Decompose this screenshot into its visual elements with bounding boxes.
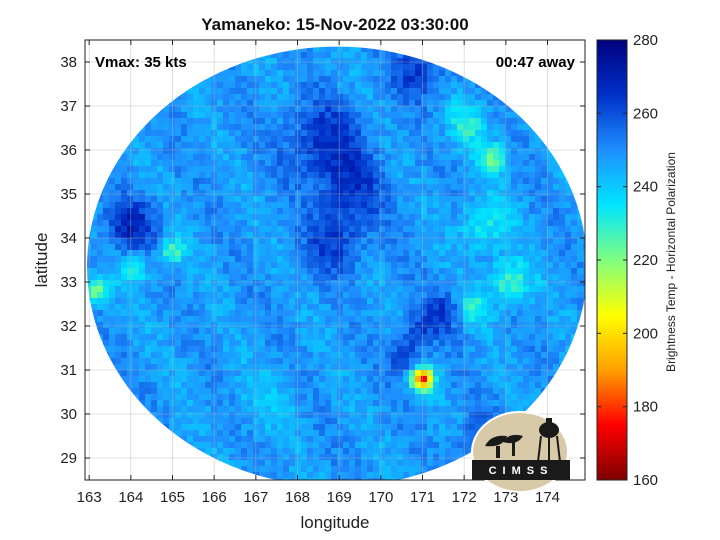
- y-axis-label: latitude: [32, 233, 51, 288]
- colorbar-label: Brightness Temp - Horizontal Polarizatio…: [664, 152, 678, 372]
- y-tick-label: 32: [60, 318, 77, 335]
- colorbar-tick-label: 280: [633, 32, 658, 49]
- x-tick-label: 167: [243, 489, 268, 506]
- x-tick-label: 168: [285, 489, 310, 506]
- x-tick-label: 171: [410, 489, 435, 506]
- colorbar-tick-label: 220: [633, 252, 658, 269]
- y-tick-label: 38: [60, 54, 77, 71]
- colorbar-tick-label: 200: [633, 325, 658, 342]
- grid-lines: [85, 40, 585, 480]
- x-tick-label: 164: [118, 489, 143, 506]
- x-tick-label: 174: [535, 489, 560, 506]
- colorbar: [596, 39, 628, 481]
- y-tick-label: 34: [60, 230, 77, 247]
- colorbar-tick-label: 180: [633, 399, 658, 416]
- plot-frame: [84, 39, 586, 481]
- x-tick-label: 170: [368, 489, 393, 506]
- vmax-annotation: Vmax: 35 kts: [95, 54, 187, 71]
- colorbar-ticks: 160 180 200 220 240 260 280: [597, 32, 658, 489]
- x-tick-label: 165: [160, 489, 185, 506]
- y-tick-label: 29: [60, 450, 77, 467]
- x-tick-label: 169: [327, 489, 352, 506]
- y-tick-label: 35: [60, 186, 77, 203]
- x-axis-ticks: 163 164 165 166 167 168 169 170 171 172 173 174: [77, 40, 560, 506]
- x-tick-label: 163: [77, 489, 102, 506]
- time-away-annotation: 00:47 away: [496, 54, 576, 71]
- colorbar-tick-label: 240: [633, 179, 658, 196]
- chart-title: Yamaneko: 15-Nov-2022 03:30:00: [201, 15, 468, 34]
- cimss-logo-text: CIMSS: [489, 465, 554, 477]
- y-tick-label: 33: [60, 274, 77, 291]
- y-tick-label: 30: [60, 406, 77, 423]
- cimss-logo: CIMSS: [471, 411, 570, 493]
- y-axis-ticks: 29 30 31 32 33 34 35 36 37 38: [60, 54, 585, 467]
- y-tick-label: 31: [60, 362, 77, 379]
- x-tick-label: 166: [202, 489, 227, 506]
- colorbar-tick-label: 160: [633, 472, 658, 489]
- x-tick-label: 172: [452, 489, 477, 506]
- x-tick-label: 173: [493, 489, 518, 506]
- y-tick-label: 37: [60, 98, 77, 115]
- colorbar-tick-label: 260: [633, 105, 658, 122]
- x-axis-label: longitude: [300, 513, 369, 532]
- y-tick-label: 36: [60, 142, 77, 159]
